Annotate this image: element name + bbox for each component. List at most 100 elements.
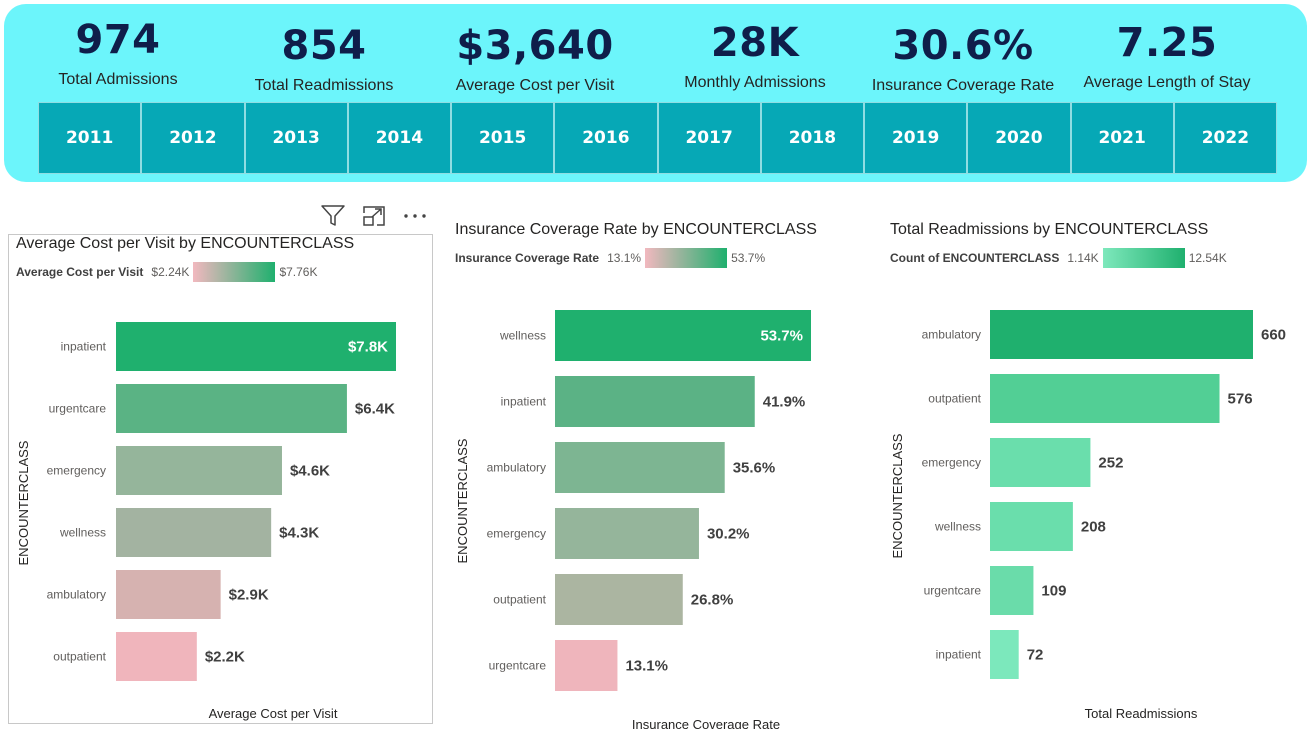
category-label: outpatient bbox=[493, 593, 546, 607]
kpi-label: Total Readmissions bbox=[254, 77, 394, 94]
bar-urgentcare[interactable] bbox=[990, 566, 1034, 615]
data-label: 53.7% bbox=[760, 328, 803, 345]
year-slicer: 2011 2012 2013 2014 2015 2016 2017 2018 … bbox=[38, 102, 1277, 174]
category-label: urgentcare bbox=[49, 402, 107, 416]
x-axis-title: Insurance Coverage Rate bbox=[632, 717, 780, 729]
chart-title: Average Cost per Visit by ENCOUNTERCLASS bbox=[16, 235, 355, 252]
bar-emergency[interactable] bbox=[990, 438, 1091, 487]
data-label: $7.8K bbox=[348, 339, 388, 356]
bar-wellness[interactable] bbox=[555, 310, 811, 361]
kpi-label: Insurance Coverage Rate bbox=[871, 77, 1055, 94]
y-axis-title: ENCOUNTERCLASS bbox=[890, 433, 905, 558]
legend-min: $2.24K bbox=[151, 265, 190, 279]
category-label: urgentcare bbox=[924, 584, 982, 598]
year-button-2018[interactable]: 2018 bbox=[760, 102, 864, 174]
year-button-2013[interactable]: 2013 bbox=[244, 102, 348, 174]
kpi-label: Monthly Admissions bbox=[684, 74, 826, 91]
x-axis-title: Average Cost per Visit bbox=[209, 706, 338, 721]
year-button-2019[interactable]: 2019 bbox=[864, 102, 968, 174]
bar-ambulatory[interactable] bbox=[116, 570, 221, 619]
bar-ambulatory[interactable] bbox=[990, 310, 1253, 359]
y-axis-title: ENCOUNTERCLASS bbox=[16, 440, 31, 565]
data-label: 252 bbox=[1098, 455, 1123, 472]
kpi-monthly-admissions: 28K Monthly Admissions bbox=[670, 0, 840, 93]
category-label: wellness bbox=[59, 526, 106, 540]
category-label: wellness bbox=[499, 329, 546, 343]
bar-inpatient[interactable] bbox=[555, 376, 755, 427]
bar-emergency[interactable] bbox=[116, 446, 282, 495]
x-axis-title: Total Readmissions bbox=[1085, 706, 1198, 721]
chart-legend: Insurance Coverage Rate 13.1% 53.7% bbox=[455, 248, 765, 268]
more-options-icon[interactable] bbox=[402, 204, 428, 228]
year-button-2022[interactable]: 2022 bbox=[1173, 102, 1277, 174]
kpi-label: Average Length of Stay bbox=[1083, 74, 1251, 91]
chart-title: Total Readmissions by ENCOUNTERCLASS bbox=[890, 221, 1209, 238]
data-label: 35.6% bbox=[733, 460, 776, 477]
category-label: urgentcare bbox=[489, 659, 547, 673]
category-label: inpatient bbox=[501, 395, 547, 409]
bar-wellness[interactable] bbox=[990, 502, 1073, 551]
kpi-total-admissions: 974 Total Admissions bbox=[38, 0, 198, 90]
bar-inpatient[interactable] bbox=[990, 630, 1019, 679]
year-button-2021[interactable]: 2021 bbox=[1070, 102, 1174, 174]
kpi-label: Average Cost per Visit bbox=[455, 77, 615, 94]
kpi-value: 854 bbox=[281, 23, 367, 69]
year-button-2017[interactable]: 2017 bbox=[657, 102, 761, 174]
chart-title: Insurance Coverage Rate by ENCOUNTERCLAS… bbox=[455, 221, 817, 238]
data-label: $2.9K bbox=[229, 587, 269, 604]
legend-max: 53.7% bbox=[731, 251, 766, 265]
category-label: ambulatory bbox=[47, 588, 106, 602]
legend-min: 13.1% bbox=[607, 251, 642, 265]
category-label: wellness bbox=[934, 520, 981, 534]
year-button-2015[interactable]: 2015 bbox=[451, 102, 555, 174]
bar-inpatient[interactable] bbox=[116, 322, 396, 371]
category-label: inpatient bbox=[936, 648, 982, 662]
year-button-2012[interactable]: 2012 bbox=[141, 102, 245, 174]
bar-emergency[interactable] bbox=[555, 508, 699, 559]
legend-title: Insurance Coverage Rate bbox=[455, 251, 600, 265]
data-label: $4.3K bbox=[279, 525, 319, 542]
bar-urgentcare[interactable] bbox=[555, 640, 618, 691]
legend-title: Count of ENCOUNTERCLASS bbox=[890, 251, 1060, 265]
kpi-value: 30.6% bbox=[892, 23, 1034, 69]
legend-min: 1.14K bbox=[1067, 251, 1099, 265]
chart-legend: Average Cost per Visit $2.24K $7.76K bbox=[16, 262, 317, 282]
data-label: $4.6K bbox=[290, 463, 330, 480]
category-label: emergency bbox=[47, 464, 106, 478]
kpi-label: Total Admissions bbox=[58, 71, 178, 88]
kpi-total-readmissions: 854 Total Readmissions bbox=[244, 0, 404, 96]
data-label: 576 bbox=[1228, 391, 1253, 408]
data-label: 208 bbox=[1081, 519, 1106, 536]
category-label: emergency bbox=[922, 456, 981, 470]
bar-ambulatory[interactable] bbox=[555, 442, 725, 493]
kpi-value: $3,640 bbox=[456, 23, 614, 69]
kpi-value: 28K bbox=[710, 20, 800, 66]
legend-max: $7.76K bbox=[279, 265, 318, 279]
category-label: ambulatory bbox=[922, 328, 981, 342]
bar-wellness[interactable] bbox=[116, 508, 272, 557]
year-button-2014[interactable]: 2014 bbox=[347, 102, 451, 174]
data-label: 41.9% bbox=[763, 394, 806, 411]
legend-title: Average Cost per Visit bbox=[16, 265, 144, 279]
y-axis-title: ENCOUNTERCLASS bbox=[455, 438, 470, 563]
bar-outpatient[interactable] bbox=[555, 574, 683, 625]
category-label: emergency bbox=[487, 527, 546, 541]
data-label: 72 bbox=[1027, 647, 1044, 664]
year-button-2016[interactable]: 2016 bbox=[554, 102, 658, 174]
year-button-2011[interactable]: 2011 bbox=[38, 102, 142, 174]
data-label: 109 bbox=[1041, 583, 1066, 600]
filter-icon[interactable] bbox=[320, 204, 346, 228]
data-label: $2.2K bbox=[205, 649, 245, 666]
focus-mode-icon[interactable] bbox=[361, 204, 387, 228]
legend-max: 12.54K bbox=[1188, 251, 1227, 265]
kpi-average-cost: $3,640 Average Cost per Visit bbox=[440, 0, 630, 96]
data-label: 26.8% bbox=[691, 592, 734, 609]
bar-outpatient[interactable] bbox=[116, 632, 197, 681]
kpi-value: 7.25 bbox=[1116, 20, 1218, 66]
bar-outpatient[interactable] bbox=[990, 374, 1220, 423]
bar-urgentcare[interactable] bbox=[116, 384, 347, 433]
category-label: inpatient bbox=[61, 340, 107, 354]
year-button-2020[interactable]: 2020 bbox=[967, 102, 1071, 174]
